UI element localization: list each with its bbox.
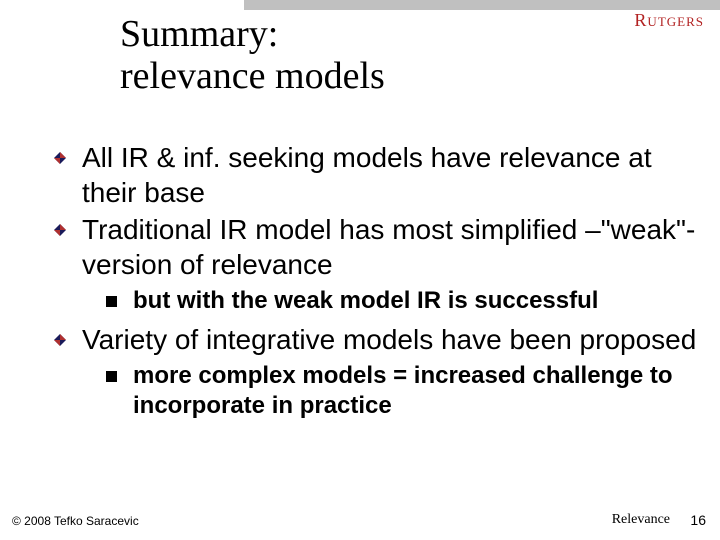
title-line-2: relevance models — [120, 55, 385, 97]
page-number: 16 — [690, 512, 706, 528]
title-line-1: Summary: — [120, 13, 278, 55]
sub-bullet-text: more complex models = increased challeng… — [133, 361, 700, 421]
sub-bullet-item: more complex models = increased challeng… — [106, 361, 700, 421]
bullet-item: Variety of integrative models have been … — [54, 322, 700, 357]
bullet-text: Traditional IR model has most simplified… — [82, 212, 700, 282]
diamond-bullet-icon — [54, 224, 66, 236]
copyright: © 2008 Tefko Saracevic — [12, 514, 139, 528]
bullet-item: Traditional IR model has most simplified… — [54, 212, 700, 282]
square-bullet-icon — [106, 296, 117, 307]
footer-topic: Relevance — [612, 512, 670, 528]
slide-title: Summary: relevance models — [120, 14, 385, 98]
diamond-bullet-icon — [54, 152, 66, 164]
brand-logo: Rutgers — [634, 10, 704, 31]
sub-bullet-item: but with the weak model IR is successful — [106, 286, 700, 316]
diamond-bullet-icon — [54, 334, 66, 346]
bullet-text: All IR & inf. seeking models have releva… — [82, 140, 700, 210]
top-accent-bar — [244, 0, 720, 10]
sub-bullet-text: but with the weak model IR is successful — [133, 286, 598, 316]
bullet-item: All IR & inf. seeking models have releva… — [54, 140, 700, 210]
slide-body: All IR & inf. seeking models have releva… — [54, 140, 700, 427]
bullet-text: Variety of integrative models have been … — [82, 322, 696, 357]
square-bullet-icon — [106, 371, 117, 382]
